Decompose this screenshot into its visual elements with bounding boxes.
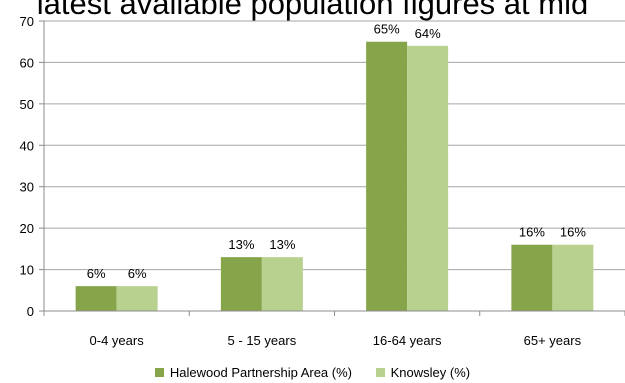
- y-tick-label: 40: [20, 138, 34, 153]
- data-label: 6%: [87, 266, 106, 281]
- bar: [220, 257, 262, 311]
- bar: [366, 41, 408, 311]
- y-tick-label: 60: [20, 55, 34, 70]
- legend-swatch-knowsley: [375, 368, 385, 377]
- legend-label-knowsley: Knowsley (%): [390, 365, 471, 380]
- data-labels: 6% 6% 13% 13% 65% 64% 16% 16%: [87, 22, 587, 281]
- x-axis: 0-4 years 5 - 15 years 16-64 years 65+ year…: [43, 310, 625, 348]
- data-label: 16%: [560, 225, 586, 240]
- legend: Halewood Partnership Area (%) Knowsley (…: [0, 365, 625, 380]
- legend-item-knowsley: Knowsley (%): [375, 365, 471, 380]
- y-tick-label: 0: [27, 304, 34, 319]
- data-label: 16%: [519, 225, 545, 240]
- legend-swatch-halewood: [154, 368, 164, 377]
- x-tick-label: 0-4 years: [90, 333, 145, 348]
- y-axis: 0 10 20 30 40 50 60 70: [20, 14, 45, 319]
- bar: [75, 286, 117, 311]
- legend-item-halewood: Halewood Partnership Area (%): [154, 365, 352, 380]
- bar: [261, 257, 303, 311]
- data-label: 65%: [374, 22, 400, 37]
- x-tick-label: 65+ years: [524, 333, 582, 348]
- bars: [75, 41, 594, 311]
- bar: [511, 244, 553, 311]
- chart-title: latest available population figures at m…: [36, 0, 589, 21]
- data-label: 13%: [228, 237, 254, 252]
- legend-label-halewood: Halewood Partnership Area (%): [169, 365, 352, 380]
- y-tick-label: 20: [20, 221, 34, 236]
- bar: [407, 45, 449, 311]
- x-tick-label: 5 - 15 years: [228, 333, 297, 348]
- y-tick-label: 70: [20, 14, 34, 29]
- bar: [116, 286, 158, 311]
- y-tick-label: 10: [20, 263, 34, 278]
- x-tick-label: 16-64 years: [373, 333, 442, 348]
- bar: [552, 244, 594, 311]
- bar-chart: 0 10 20 30 40 50 60 70 0-4 years 5 - 15 years 16-…: [20, 14, 625, 348]
- y-tick-label: 30: [20, 180, 34, 195]
- y-tick-label: 50: [20, 97, 34, 112]
- data-label: 13%: [269, 237, 295, 252]
- data-label: 6%: [128, 266, 147, 281]
- data-label: 64%: [415, 26, 441, 41]
